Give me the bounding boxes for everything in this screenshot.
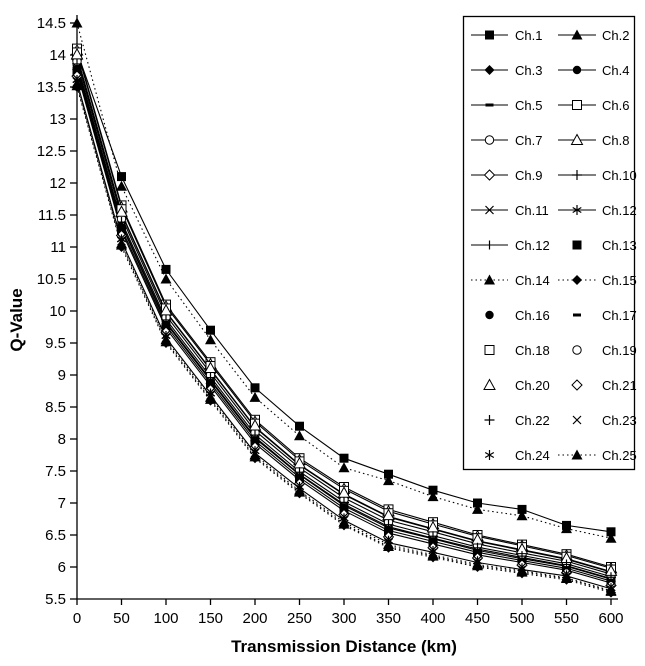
legend-label: Ch.24 <box>515 448 550 463</box>
y-tick-label: 14 <box>49 47 66 64</box>
legend-label: Ch.23 <box>602 413 637 428</box>
legend-label: Ch.18 <box>515 343 550 358</box>
legend-label: Ch.2 <box>602 28 629 43</box>
y-tick-label: 7.5 <box>45 463 66 480</box>
legend-label: Ch.3 <box>515 63 542 78</box>
x-tick-label: 400 <box>420 610 445 627</box>
y-tick-label: 9 <box>58 367 66 384</box>
legend-item-ch-16-16: Ch.16 <box>485 308 550 323</box>
legend-label: Ch.12 <box>515 238 550 253</box>
legend-item-ch-12-11: Ch.12 <box>558 203 637 218</box>
legend-item-ch-14-14: Ch.14 <box>471 273 550 288</box>
legend-item-ch-8-7: Ch.8 <box>558 133 629 148</box>
legend-item-ch-24-24: Ch.24 <box>484 448 550 463</box>
y-tick-label: 8.5 <box>45 399 66 416</box>
series-ch-2-1 <box>71 17 617 543</box>
legend-label: Ch.6 <box>602 98 629 113</box>
y-tick-label: 12 <box>49 175 66 192</box>
y-tick-label: 12.5 <box>37 143 66 160</box>
legend-label: Ch.15 <box>602 273 637 288</box>
y-tick-label: 5.5 <box>45 591 66 608</box>
legend-label: Ch.21 <box>602 378 637 393</box>
legend-label: Ch.5 <box>515 98 542 113</box>
legend-item-ch-12-12: Ch.12 <box>471 238 550 253</box>
legend-label: Ch.19 <box>602 343 637 358</box>
series-ch-20-20 <box>70 47 618 576</box>
x-tick-label: 150 <box>198 610 223 627</box>
x-tick-label: 350 <box>376 610 401 627</box>
legend-label: Ch.4 <box>602 63 629 78</box>
legend-item-ch-15-15: Ch.15 <box>558 273 637 288</box>
legend-label: Ch.8 <box>602 133 629 148</box>
legend-label: Ch.17 <box>602 308 637 323</box>
series-ch-22-22 <box>72 58 616 583</box>
x-tick-label: 50 <box>113 610 130 627</box>
y-tick-label: 10.5 <box>37 271 66 288</box>
legend-label: Ch.10 <box>602 168 637 183</box>
plot-series <box>70 17 618 598</box>
legend-label: Ch.22 <box>515 413 550 428</box>
legend-item-ch-18-18: Ch.18 <box>484 343 550 358</box>
y-tick-label: 7 <box>58 495 66 512</box>
x-tick-label: 250 <box>287 610 312 627</box>
series-ch-25-25 <box>71 80 617 596</box>
legend-item-ch-23-23: Ch.23 <box>572 413 637 428</box>
x-tick-label: 450 <box>465 610 490 627</box>
legend-item-ch-25-25: Ch.25 <box>558 448 637 463</box>
legend-box <box>462 15 636 471</box>
legend-item-ch-20-20: Ch.20 <box>483 378 550 393</box>
y-tick-label: 13 <box>49 111 66 128</box>
legend-item-ch-21-21: Ch.21 <box>571 378 637 393</box>
legend-label: Ch.13 <box>602 238 637 253</box>
x-tick-label: 100 <box>153 610 178 627</box>
legend-label: Ch.9 <box>515 168 542 183</box>
legend-item-ch-13-13: Ch.13 <box>572 238 637 253</box>
y-tick-label: 9.5 <box>45 335 66 352</box>
legend-label: Ch.1 <box>515 28 542 43</box>
legend-label: Ch.7 <box>515 133 542 148</box>
y-tick-label: 14.5 <box>37 15 66 32</box>
x-tick-label: 500 <box>509 610 534 627</box>
y-tick-label: 11 <box>50 239 66 256</box>
legend-item-ch-11-10: Ch.11 <box>471 203 549 218</box>
legend-item-ch-2-1: Ch.2 <box>558 28 629 43</box>
legend-item-ch-6-5: Ch.6 <box>558 98 629 113</box>
x-axis-title: Transmission Distance (km) <box>231 637 457 656</box>
legend-label: Ch.11 <box>515 203 549 218</box>
y-axis-title: Q-Value <box>7 288 26 351</box>
legend-item-ch-1-0: Ch.1 <box>471 28 542 43</box>
legend-item-ch-7-6: Ch.7 <box>471 133 542 148</box>
legend-item-ch-9-8: Ch.9 <box>471 168 542 183</box>
legend-item-ch-17-17: Ch.17 <box>573 308 637 323</box>
legend-label: Ch.12 <box>602 203 637 218</box>
legend-item-ch-5-4: Ch.5 <box>471 98 542 113</box>
x-tick-label: 0 <box>73 610 81 627</box>
legend-label: Ch.20 <box>515 378 550 393</box>
x-tick-label: 600 <box>598 610 623 627</box>
axes <box>76 15 618 600</box>
legend-item-ch-4-3: Ch.4 <box>558 63 629 78</box>
legend: Ch.1 Ch.2 Ch.3 Ch.4 Ch.5 Ch.6 Ch.7 Ch.8 Ch.9 Ch.1… <box>462 15 637 471</box>
legend-label: Ch.16 <box>515 308 550 323</box>
x-tick-label: 300 <box>331 610 356 627</box>
x-axis-ticks: 0 50 100 150 200 250 300 350 400 450 500 550 600 <box>73 599 624 627</box>
legend-item-ch-10-9: Ch.10 <box>558 168 637 183</box>
y-tick-label: 10 <box>49 303 66 320</box>
y-tick-label: 11.5 <box>38 207 66 224</box>
y-tick-label: 6 <box>58 559 66 576</box>
legend-item-ch-3-2: Ch.3 <box>471 63 542 78</box>
legend-item-ch-22-22: Ch.22 <box>484 413 550 428</box>
legend-item-ch-19-19: Ch.19 <box>572 343 637 358</box>
x-tick-label: 550 <box>554 610 579 627</box>
y-axis-ticks: 5.5 6 6.5 7 7.5 8 8.5 9 9.5 10 10.5 11 11.5 12 12.5 13 1… <box>37 15 77 608</box>
x-tick-label: 200 <box>242 610 267 627</box>
legend-label: Ch.25 <box>602 448 637 463</box>
y-tick-label: 13.5 <box>37 79 66 96</box>
legend-label: Ch.14 <box>515 273 550 288</box>
y-tick-label: 8 <box>58 431 66 448</box>
y-tick-label: 6.5 <box>45 527 66 544</box>
